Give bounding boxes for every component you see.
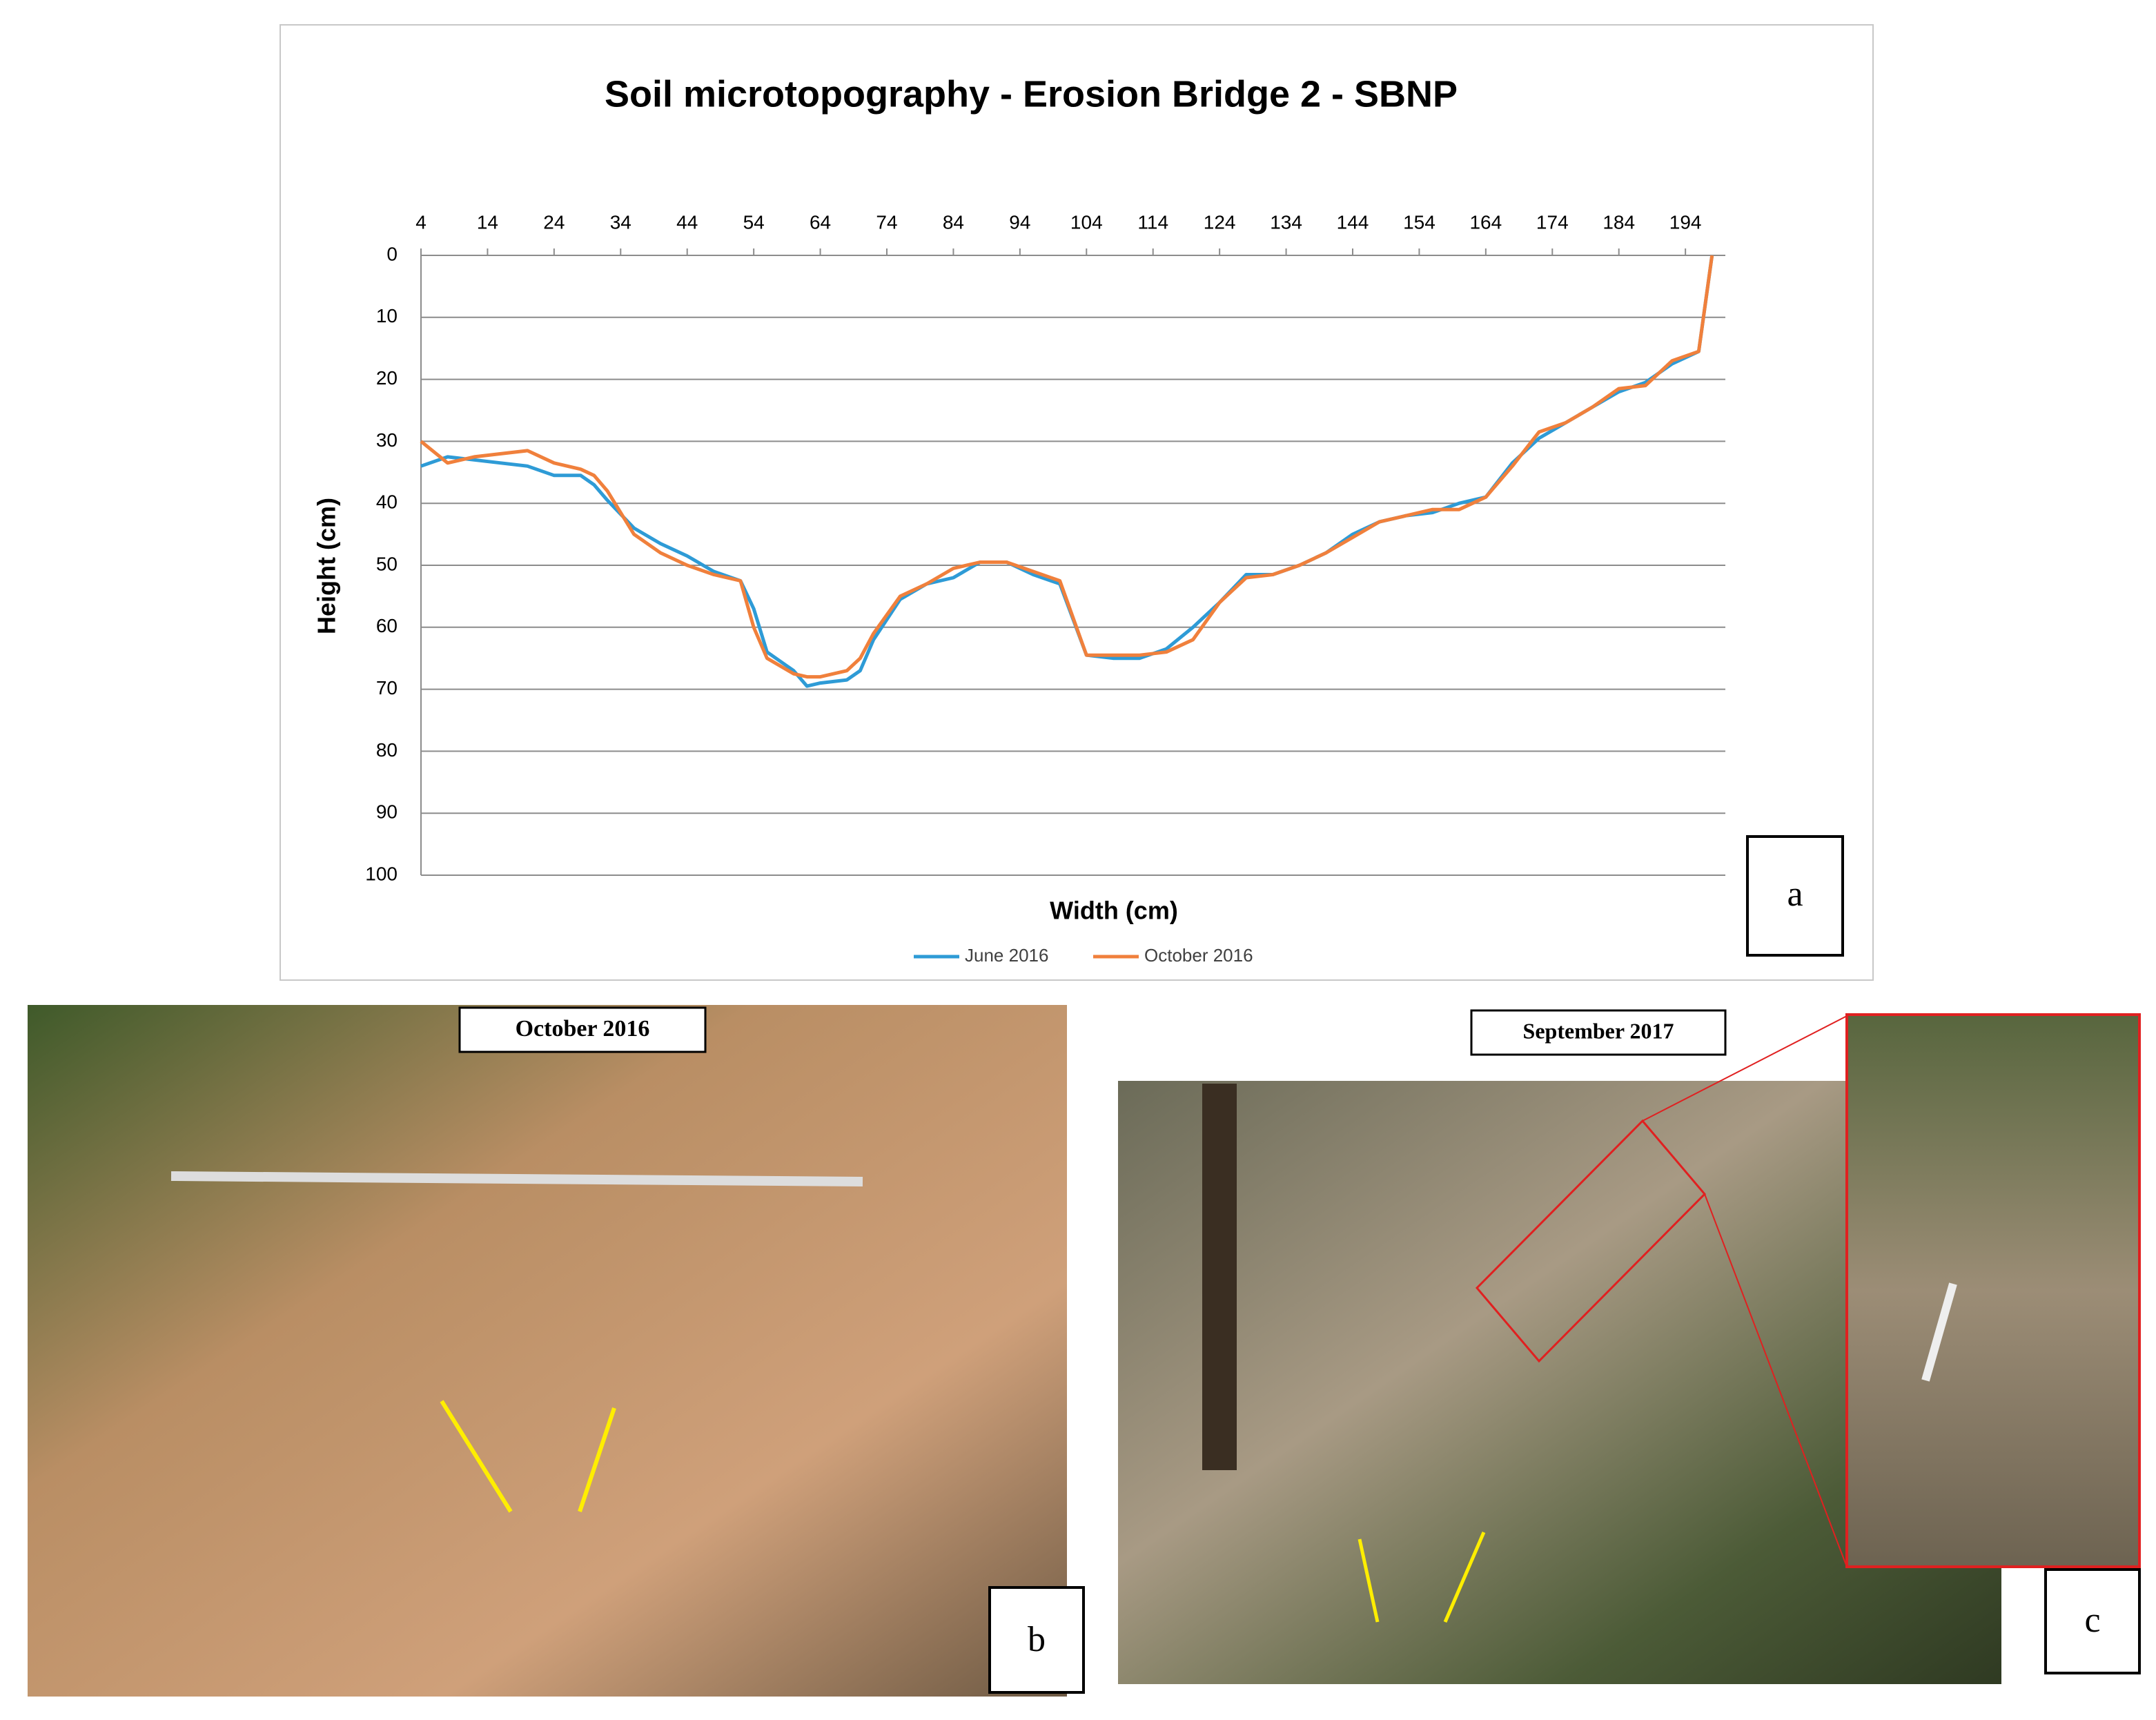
x-tick-label: 134 (1270, 211, 1302, 233)
x-tick-label: 124 (1204, 211, 1236, 233)
panel-label-box (2044, 1568, 2141, 1674)
x-tick-label: 164 (1469, 211, 1502, 233)
zoom-line (1704, 1193, 1848, 1567)
x-tick-label: 34 (610, 211, 631, 233)
panel-label-box (988, 1586, 1085, 1694)
y-tick-label: 70 (376, 677, 398, 698)
caption-box (1470, 1009, 1727, 1056)
post (1202, 1084, 1237, 1470)
x-tick-label: 74 (876, 211, 897, 233)
legend-label: June 2016 (965, 945, 1048, 966)
y-tick-label: 50 (376, 553, 398, 574)
x-tick-label: 64 (810, 211, 831, 233)
x-tick-label: 154 (1403, 211, 1435, 233)
inset-photo (1845, 1013, 2141, 1568)
caption-box (458, 1006, 707, 1053)
y-tick-label: 100 (365, 863, 398, 884)
y-tick-label: 20 (376, 367, 398, 389)
arrow (440, 1400, 513, 1513)
measuring-bar (1921, 1282, 1957, 1382)
y-tick-label: 10 (376, 305, 398, 326)
series-line (420, 255, 1714, 679)
arrow (1443, 1532, 1486, 1623)
y-tick-label: 80 (376, 739, 398, 761)
photo (28, 1005, 1067, 1697)
x-tick-label: 114 (1137, 211, 1168, 233)
x-tick-label: 14 (477, 211, 498, 233)
x-tick-label: 104 (1070, 211, 1103, 233)
y-tick-label: 40 (376, 491, 398, 513)
y-tick-label: 0 (386, 243, 398, 264)
x-tick-label: 44 (676, 211, 698, 233)
x-tick-label: 144 (1337, 211, 1369, 233)
y-tick-label: 30 (376, 429, 398, 451)
arrow (578, 1407, 616, 1512)
x-tick-label: 174 (1536, 211, 1569, 233)
arrow (1358, 1538, 1380, 1623)
x-tick-label: 24 (543, 211, 565, 233)
zoom-line (1642, 1015, 1848, 1122)
x-tick-label: 84 (943, 211, 964, 233)
photo-caption: October 2016 (516, 1016, 650, 1042)
y-tick-label: 90 (376, 801, 398, 823)
x-axis-label: Width (cm) (1050, 897, 1178, 925)
y-axis-label: Height (cm) (313, 498, 341, 634)
chart-title: Soil microtopography - Erosion Bridge 2 … (605, 73, 1458, 115)
panel-label-box (1746, 835, 1844, 957)
chart: Soil microtopography - Erosion Bridge 2 … (313, 73, 1725, 966)
x-tick-label: 54 (743, 211, 765, 233)
x-tick-label: 194 (1669, 211, 1702, 233)
panel-label: c (2084, 1601, 2100, 1640)
x-tick-label: 4 (415, 211, 427, 233)
x-tick-label: 184 (1603, 211, 1635, 233)
panel-label: a (1787, 874, 1803, 914)
panel-label: b (1028, 1620, 1046, 1659)
x-tick-label: 94 (1009, 211, 1030, 233)
measuring-bar (170, 1171, 863, 1186)
photo-caption: September 2017 (1523, 1018, 1674, 1043)
legend-label: October 2016 (1144, 945, 1253, 966)
chart-frame (280, 24, 1874, 981)
y-tick-label: 60 (376, 615, 398, 636)
